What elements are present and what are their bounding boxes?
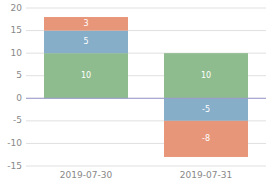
grid-line bbox=[26, 98, 266, 99]
y-tick-label: 20 bbox=[11, 3, 23, 13]
y-tick-label: 10 bbox=[11, 48, 23, 58]
bar-segment bbox=[164, 121, 248, 157]
data-label: 3 bbox=[83, 19, 88, 28]
data-label: 10 bbox=[201, 71, 211, 80]
bar-segment bbox=[44, 17, 128, 31]
bar-segment bbox=[44, 31, 128, 54]
grid bbox=[26, 8, 266, 166]
grid-line bbox=[26, 8, 266, 9]
data-label: 5 bbox=[83, 37, 88, 46]
y-tick-label: 15 bbox=[11, 25, 22, 35]
zero-line bbox=[26, 98, 266, 99]
grid-line bbox=[26, 166, 266, 167]
bar-segment bbox=[44, 53, 128, 98]
bar-segment bbox=[164, 98, 248, 121]
y-tick-label: 5 bbox=[16, 70, 22, 80]
data-label: 10 bbox=[81, 71, 91, 80]
y-tick-label: 0 bbox=[16, 93, 22, 103]
data-label: -5 bbox=[202, 105, 210, 114]
y-tick-label: -5 bbox=[13, 115, 22, 125]
chart: -15-10-50510152010105-53-82019-07-302019… bbox=[0, 0, 274, 184]
data-labels: 10 10 5 -5 3 -8 bbox=[81, 19, 211, 143]
y-axis: -15 -10 -5 0 5 10 15 20 bbox=[7, 3, 22, 171]
x-tick-label: 2019-07-31 bbox=[180, 170, 232, 180]
data-label: -8 bbox=[202, 134, 210, 143]
y-tick-label: -15 bbox=[7, 161, 22, 171]
x-axis: 2019-07-30 2019-07-31 bbox=[60, 170, 232, 180]
bar-segment bbox=[164, 53, 248, 98]
bars bbox=[44, 17, 248, 157]
y-tick-label: -10 bbox=[7, 138, 22, 148]
x-tick-label: 2019-07-30 bbox=[60, 170, 113, 180]
